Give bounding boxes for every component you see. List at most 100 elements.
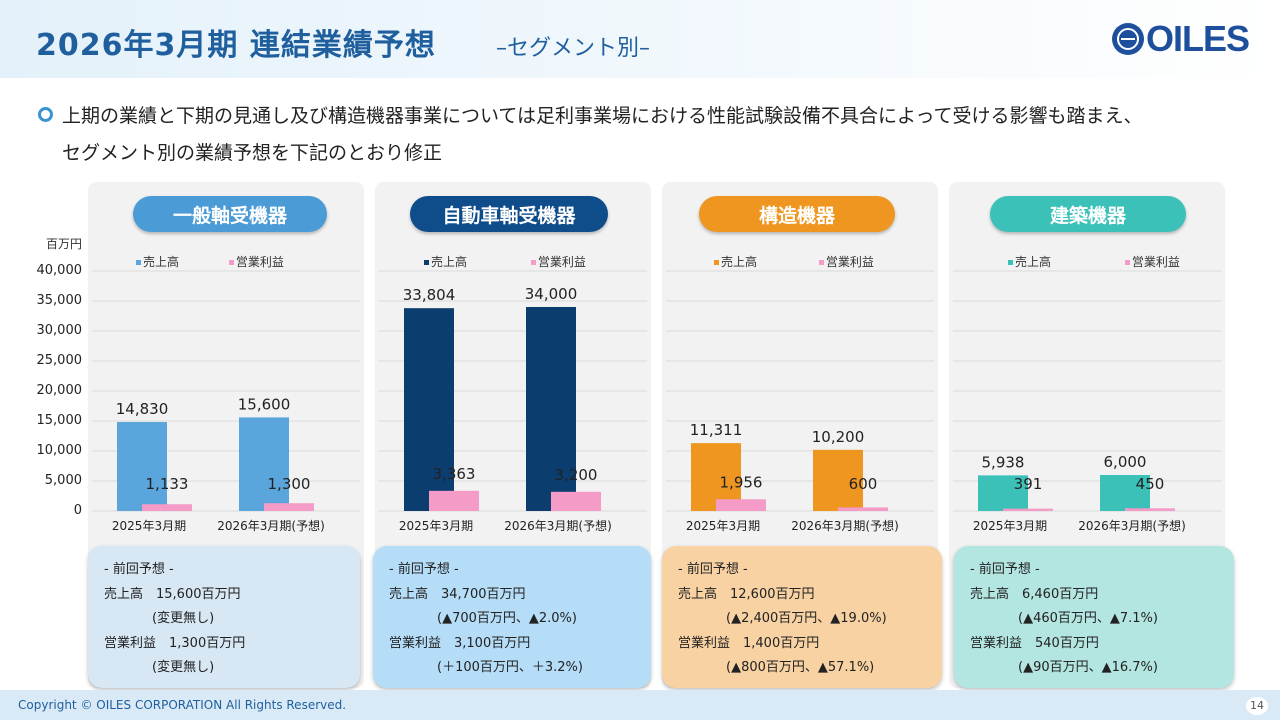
legend-swatch-profit — [818, 260, 824, 265]
data-label-sales: 33,804 — [403, 286, 456, 304]
note-sales-diff: (▲460百万円、▲7.1%) — [1018, 611, 1158, 626]
note-sales-diff: (▲700百万円、▲2.0%) — [437, 611, 577, 626]
bar-sales — [813, 449, 863, 511]
y-tick-label: 10,000 — [36, 443, 83, 458]
x-tick-label: 2025年3月期 — [112, 519, 186, 533]
bar-sales — [404, 308, 454, 511]
note-profit: 営業利益 1,400百万円 — [678, 635, 820, 651]
data-label-profit: 1,956 — [720, 473, 763, 491]
note-sales: 売上高 15,600百万円 — [104, 586, 241, 602]
data-label-profit: 1,133 — [146, 475, 189, 493]
header-band — [0, 0, 1280, 78]
legend-swatch-sales — [136, 260, 141, 265]
page-number: 14 — [1246, 697, 1268, 715]
data-label-profit: 3,363 — [433, 465, 476, 483]
data-label-profit: 3,200 — [555, 466, 598, 484]
legend-sales-label: 売上高 — [1015, 255, 1052, 269]
legend-profit-label: 営業利益 — [537, 255, 586, 269]
bar-profit — [264, 503, 314, 511]
legend-sales-label: 売上高 — [431, 255, 468, 269]
note-sales-diff: (▲2,400百万円、▲19.0%) — [726, 611, 887, 626]
legend-structural: 売上高 営業利益 — [714, 253, 874, 270]
note-profit: 営業利益 1,300百万円 — [104, 635, 246, 651]
y-axis-unit: 百万円 — [46, 237, 83, 251]
logo-text: OILES — [1146, 18, 1250, 59]
note-heading: - 前回予想 - — [678, 562, 748, 577]
bar-sales — [1100, 475, 1150, 511]
note-profit-diff: (▲90百万円、▲16.7%) — [1018, 660, 1158, 675]
legend-profit-label: 営業利益 — [825, 255, 874, 269]
x-tick-label: 2026年3月期(予想) — [504, 518, 612, 533]
segment-title-general: 一般軸受機器 — [133, 196, 327, 232]
bar-sales — [526, 307, 576, 511]
data-label-profit: 450 — [1136, 475, 1165, 493]
legend-swatch-profit — [1124, 260, 1130, 265]
segment-title-construction: 建築機器 — [990, 196, 1186, 232]
segment-title-automotive: 自動車軸受機器 — [410, 196, 608, 232]
previous-forecast-general: - 前回予想 - 売上高 15,600百万円 (変更無し) 営業利益 1,300… — [88, 546, 360, 688]
note-sales-diff: (変更無し) — [152, 611, 215, 626]
bar-profit — [838, 507, 888, 511]
y-tick-label: 30,000 — [36, 323, 83, 338]
page-subtitle: –セグメント別– — [496, 36, 651, 61]
legend-sales-label: 売上高 — [721, 255, 758, 269]
x-tick-label: 2026年3月期(予想) — [217, 518, 325, 533]
x-tick-label: 2025年3月期 — [686, 519, 760, 533]
data-label-sales: 10,200 — [812, 428, 865, 446]
bar-profit — [551, 491, 601, 511]
bar-sales — [239, 417, 289, 511]
bar-profit — [429, 490, 479, 511]
bar-profit — [142, 504, 192, 511]
note-profit-diff: (変更無し) — [152, 660, 215, 675]
note-sales: 売上高 6,460百万円 — [970, 586, 1099, 602]
note-profit: 営業利益 540百万円 — [970, 635, 1099, 651]
data-label-profit: 391 — [1014, 475, 1043, 493]
x-tick-label: 2025年3月期 — [399, 519, 473, 533]
legend-swatch-sales — [714, 260, 719, 265]
note-heading: - 前回予想 - — [104, 562, 174, 577]
legend-swatch-profit — [228, 260, 234, 265]
bar-sales — [117, 422, 167, 511]
data-label-sales: 11,311 — [690, 421, 743, 439]
data-label-sales: 5,938 — [982, 453, 1025, 471]
data-label-sales: 15,600 — [238, 395, 291, 413]
y-tick-label: 25,000 — [36, 353, 83, 368]
bar-profit — [1125, 508, 1175, 511]
note-profit: 営業利益 3,100百万円 — [389, 635, 531, 651]
legend-swatch-profit — [530, 260, 536, 265]
bullet-icon — [38, 107, 53, 122]
data-label-profit: 600 — [849, 475, 878, 493]
y-tick-label: 20,000 — [36, 383, 83, 398]
legend-general: 売上高 営業利益 — [136, 253, 284, 270]
note-sales: 売上高 12,600百万円 — [678, 586, 815, 602]
intro-text: 上期の業績と下期の見通し及び構造機器事業については足利事業場における性能試験設備… — [62, 98, 1262, 172]
note-sales: 売上高 34,700百万円 — [389, 586, 526, 602]
intro-line-1: 上期の業績と下期の見通し及び構造機器事業については足利事業場における性能試験設備… — [62, 105, 1143, 127]
note-heading: - 前回予想 - — [389, 562, 459, 577]
legend-swatch-sales — [424, 260, 429, 265]
data-label-sales: 34,000 — [525, 285, 578, 303]
company-logo: OILES — [1112, 18, 1250, 59]
y-tick-label: 35,000 — [36, 293, 83, 308]
page-title: 2026年3月期 連結業績予想 — [36, 28, 436, 63]
legend-construction: 売上高 営業利益 — [1008, 253, 1180, 270]
data-label-sales: 6,000 — [1104, 453, 1147, 471]
previous-forecast-automotive: - 前回予想 - 売上高 34,700百万円 (▲700百万円、▲2.0%) 営… — [373, 546, 651, 688]
y-tick-label: 0 — [73, 503, 82, 518]
x-tick-label: 2025年3月期 — [973, 519, 1047, 533]
copyright: Copyright © OILES CORPORATION All Rights… — [18, 698, 347, 712]
x-tick-label: 2026年3月期(予想) — [791, 518, 899, 533]
note-heading: - 前回予想 - — [970, 562, 1040, 577]
globe-icon — [1112, 23, 1144, 55]
x-tick-label: 2026年3月期(予想) — [1078, 518, 1186, 533]
footer-band — [0, 690, 1280, 720]
note-profit-diff: (▲800百万円、▲57.1%) — [726, 660, 875, 675]
data-label-profit: 1,300 — [268, 475, 311, 493]
bar-profit — [716, 499, 766, 511]
bar-profit — [1003, 508, 1053, 511]
bar-sales — [978, 475, 1028, 511]
y-tick-label: 40,000 — [36, 263, 83, 278]
note-profit-diff: (＋100百万円、＋3.2%) — [437, 660, 583, 675]
legend-profit-label: 営業利益 — [1131, 255, 1180, 269]
